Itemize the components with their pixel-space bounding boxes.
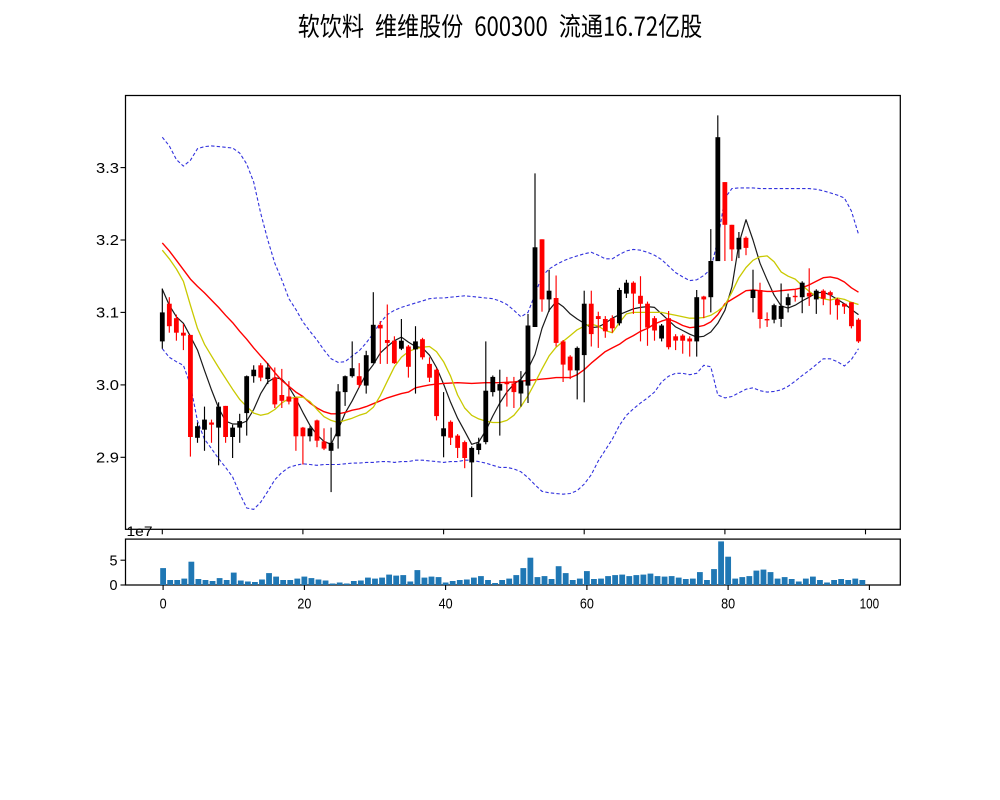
svg-text:3.1: 3.1 [96, 306, 119, 322]
svg-text:5: 5 [110, 553, 118, 569]
svg-text:40: 40 [439, 597, 453, 613]
svg-text:3.0: 3.0 [96, 378, 119, 394]
svg-text:3.2: 3.2 [96, 233, 119, 249]
svg-text:20: 20 [297, 597, 311, 613]
svg-text:3.3: 3.3 [96, 161, 119, 177]
svg-text:100: 100 [860, 597, 880, 613]
svg-text:0: 0 [110, 578, 118, 594]
svg-text:1e7: 1e7 [127, 523, 153, 539]
svg-text:80: 80 [721, 597, 735, 613]
svg-text:2.9: 2.9 [96, 451, 119, 467]
svg-text:0: 0 [160, 597, 167, 613]
svg-text:60: 60 [580, 597, 594, 613]
